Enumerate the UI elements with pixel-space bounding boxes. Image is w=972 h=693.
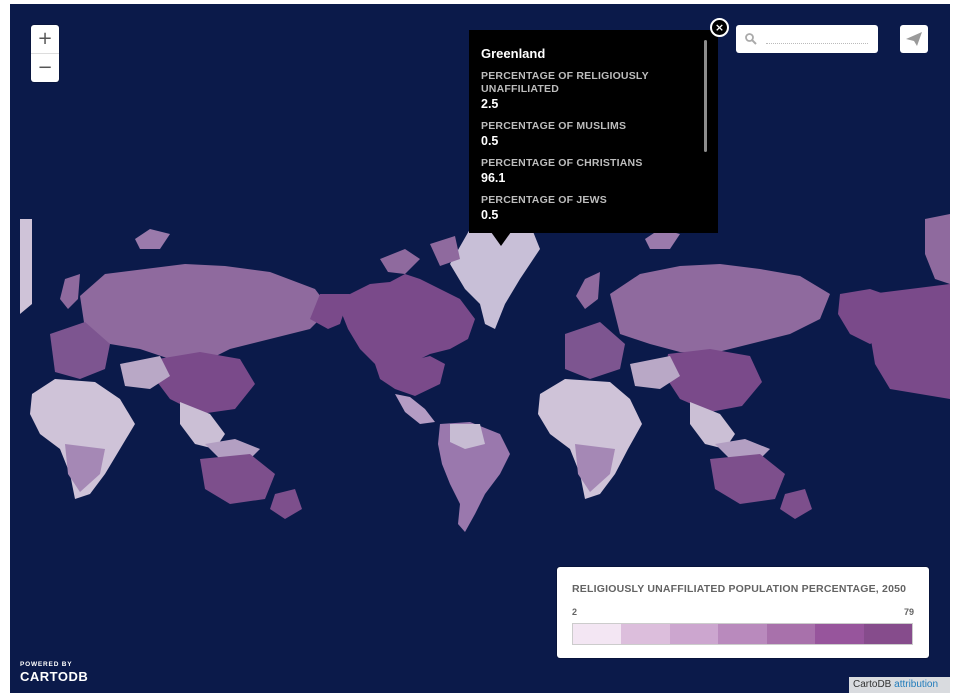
legend-title: RELIGIOUSLY UNAFFILIATED POPULATION PERC…	[572, 583, 907, 595]
popup-scrollbar[interactable]	[704, 40, 707, 152]
world-copy-right	[538, 214, 950, 519]
popup-pointer	[491, 232, 511, 246]
legend-min: 2	[572, 607, 578, 617]
attribution-prefix: CartoDB	[853, 679, 892, 690]
legend-swatch	[718, 624, 767, 644]
field-label: PERCENTAGE OF JEWS	[481, 194, 607, 206]
field-value: 96.1	[481, 171, 506, 185]
close-icon[interactable]: ×	[710, 18, 729, 37]
legend-max: 79	[903, 607, 914, 617]
world-copy-center	[310, 216, 540, 532]
legend-swatch	[863, 624, 912, 644]
zoom-in-button[interactable]: +	[37, 28, 53, 49]
logo-text: CARTODB	[20, 669, 89, 684]
cartodb-logo[interactable]: POWERED BY CARTODB	[20, 661, 88, 684]
legend-color-ramp	[572, 623, 913, 645]
world-map-land[interactable]	[10, 4, 950, 693]
powered-by-text: POWERED BY	[20, 661, 73, 668]
attribution-link[interactable]: attribution	[894, 679, 939, 690]
legend-swatch	[573, 624, 622, 644]
popup-field: PERCENTAGE OF MUSLIMS 0.5	[481, 120, 701, 148]
info-popup: Greenland PERCENTAGE OF RELIGIOUSLY UNAF…	[469, 30, 718, 246]
legend-swatch	[621, 624, 670, 644]
world-copy-left	[20, 219, 330, 519]
search-input[interactable]	[766, 43, 868, 44]
field-value: 0.5	[481, 134, 499, 148]
popup-field: PERCENTAGE OF RELIGIOUSLY UNAFFILIATED 2…	[481, 70, 701, 111]
field-label: PERCENTAGE OF CHRISTIANS	[481, 157, 643, 169]
popup-field: PERCENTAGE OF JEWS 0.5	[481, 194, 701, 222]
share-button[interactable]	[900, 25, 928, 53]
legend-swatch	[669, 624, 719, 644]
popup-field: PERCENTAGE OF CHRISTIANS 96.1	[481, 157, 701, 185]
map-canvas[interactable]: + − Greenland PERCENTAGE OF RELIGIOUSLY …	[10, 4, 950, 693]
attribution: CartoDB attribution	[849, 677, 950, 693]
field-value: 0.5	[481, 208, 499, 222]
field-value: 2.5	[481, 97, 499, 111]
search-box[interactable]	[736, 25, 878, 53]
field-label: PERCENTAGE OF MUSLIMS	[481, 120, 627, 132]
legend-swatch	[815, 624, 864, 644]
field-label: PERCENTAGE OF RELIGIOUSLY UNAFFILIATED	[481, 70, 649, 95]
paper-plane-icon	[906, 32, 922, 46]
zoom-out-button[interactable]: −	[31, 53, 59, 82]
legend: RELIGIOUSLY UNAFFILIATED POPULATION PERC…	[557, 567, 929, 658]
legend-swatch	[766, 624, 816, 644]
popup-title: Greenland	[481, 46, 546, 61]
search-icon	[745, 33, 757, 45]
zoom-control: + −	[31, 25, 59, 82]
